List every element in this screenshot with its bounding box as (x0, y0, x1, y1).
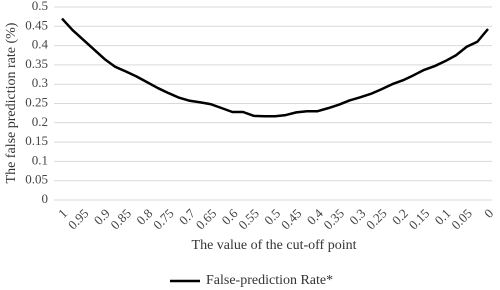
x-tick-label: 0.55 (235, 206, 262, 233)
x-tick-label: 0.95 (65, 206, 92, 233)
x-tick-label: 0.05 (448, 206, 475, 233)
y-tick-label: 0.35 (25, 56, 48, 71)
y-tick-label: 0.1 (32, 152, 48, 167)
x-tick-label: 0.85 (107, 206, 134, 233)
y-tick-label: 0.45 (25, 17, 48, 32)
x-tick-label: 0 (481, 206, 496, 221)
y-tick-label: 0 (42, 191, 49, 206)
x-tick-label: 0.65 (193, 206, 220, 233)
y-tick-label: 0.05 (25, 172, 48, 187)
x-tick-label: 0.45 (278, 206, 305, 233)
x-tick-label: 0.35 (320, 206, 347, 233)
x-tick-label: 0.25 (363, 206, 390, 233)
y-tick-label: 0.3 (32, 75, 48, 90)
data-line (61, 17, 489, 118)
y-tick-label: 0.25 (25, 94, 48, 109)
y-tick-label: 0.5 (32, 0, 48, 13)
y-tick-label: 0.4 (32, 37, 49, 52)
x-tick-label: 0.75 (150, 206, 177, 233)
y-tick-label: 0.15 (25, 133, 48, 148)
legend-label: False-prediction Rate* (206, 273, 333, 288)
x-tick-label: 0.15 (406, 206, 433, 233)
x-axis-label: The value of the cut-off point (192, 238, 357, 253)
y-tick-label: 0.2 (32, 114, 48, 129)
y-axis-label: The false prediction rate (%) (4, 22, 19, 183)
